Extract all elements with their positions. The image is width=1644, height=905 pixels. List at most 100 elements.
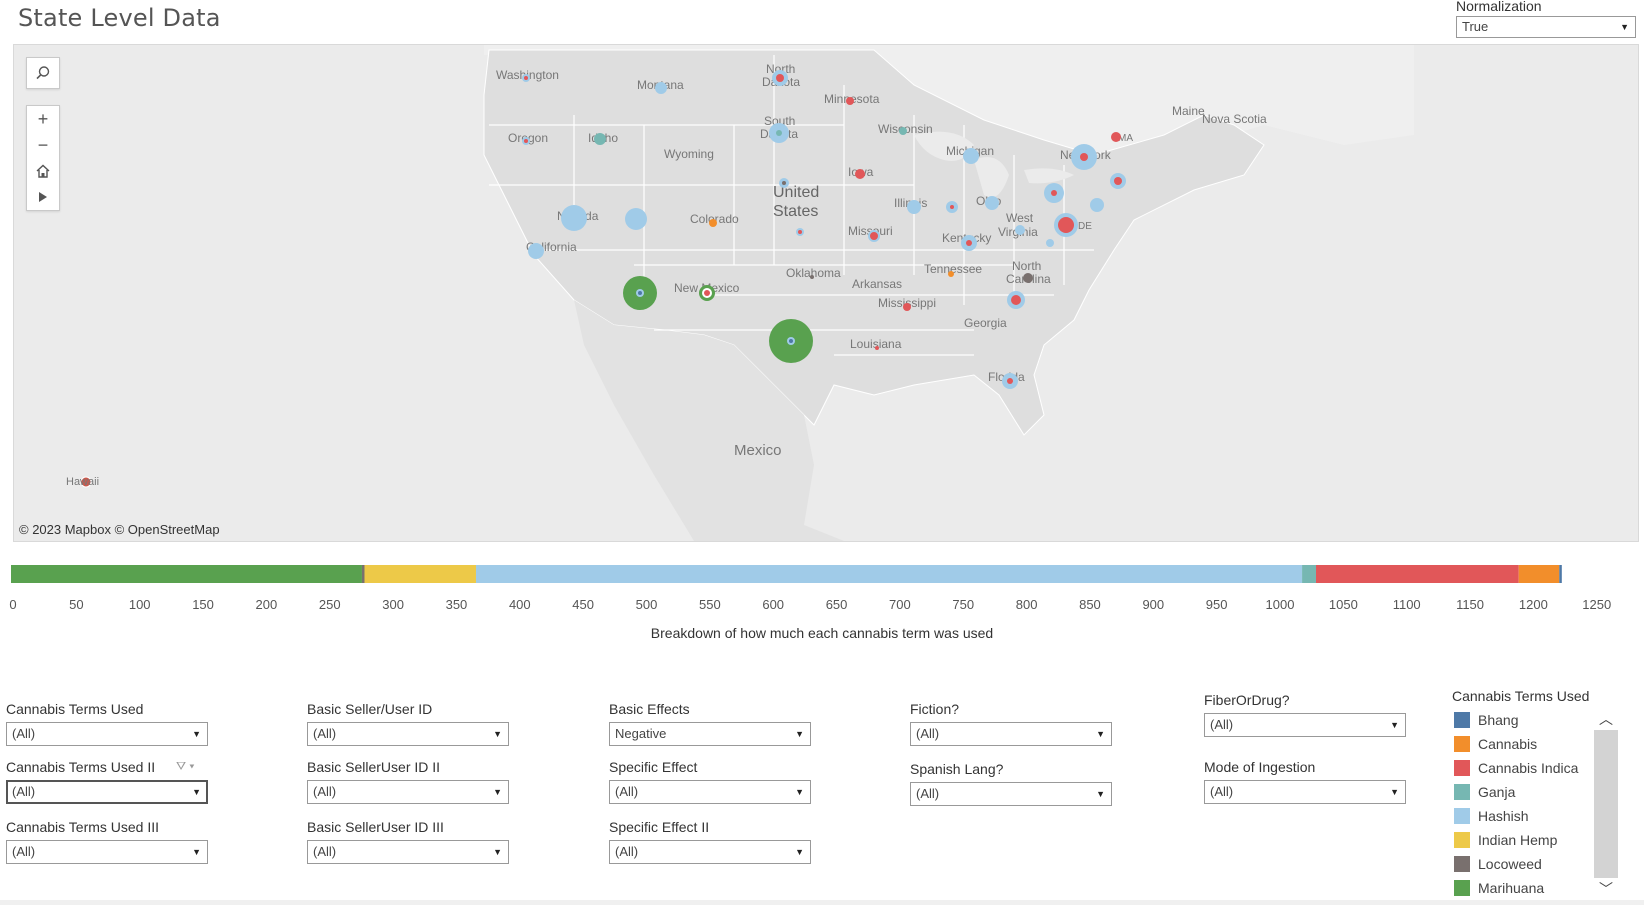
filter-dropdown[interactable]: (All) ▼ (307, 840, 509, 864)
minus-icon[interactable]: − (37, 134, 49, 155)
filter-value: (All) (1210, 717, 1234, 732)
legend-item[interactable]: Hashish (1452, 804, 1592, 828)
filter-funnel-icon[interactable]: ⛛ ▾ (176, 759, 195, 773)
breakdown-axis-title: Breakdown of how much each cannabis term… (650, 625, 994, 641)
label-colorado: Colorado (690, 212, 739, 226)
axis-tick: 450 (572, 597, 594, 612)
label-maine: Maine (1172, 104, 1205, 118)
chevron-down-icon[interactable]: ﹀ (1599, 881, 1613, 897)
axis-tick: 250 (318, 597, 341, 612)
chevron-up-icon[interactable]: ︿ (1599, 711, 1613, 727)
home-icon[interactable] (27, 158, 59, 184)
filter-value: (All) (12, 726, 36, 741)
filter-value: (All) (615, 784, 639, 799)
legend-item[interactable]: Marihuana (1452, 876, 1592, 900)
filter-label: Specific Effect (609, 759, 698, 775)
legend-item[interactable]: Cannabis (1452, 732, 1592, 756)
filter-dropdown[interactable]: (All) ▼ (6, 780, 208, 804)
map-controls: + − (26, 57, 60, 211)
search-control[interactable] (26, 57, 60, 89)
chevron-down-icon: ▼ (1096, 729, 1105, 739)
legend-swatch (1454, 832, 1470, 848)
legend-label: Cannabis (1478, 736, 1538, 752)
plus-icon[interactable]: + (37, 108, 49, 129)
legend-swatch (1454, 856, 1470, 872)
axis-tick: 300 (382, 597, 404, 612)
state-map[interactable]: Washington Montana North Dakota Minnesot… (13, 44, 1639, 542)
filter-value: Negative (615, 726, 667, 741)
filter-label: Cannabis Terms Used (6, 701, 144, 717)
filter-value: (All) (313, 844, 337, 859)
filter-dropdown[interactable]: (All) ▼ (1204, 780, 1406, 804)
bar-segment-cannabis[interactable] (1518, 565, 1560, 583)
filter-value: (All) (12, 784, 36, 799)
normalization-value: True (1462, 19, 1489, 34)
chevron-down-icon: ▼ (1390, 787, 1399, 797)
filter-value: (All) (12, 844, 36, 859)
legend: Bhang Cannabis Cannabis Indica Ganja Hashish… (1452, 708, 1592, 900)
filter-value: (All) (1210, 784, 1234, 799)
axis-tick: 1100 (1392, 597, 1421, 612)
axis-tick: 950 (1205, 597, 1228, 612)
filter-dropdown[interactable]: (All) ▼ (6, 840, 208, 864)
normalization-dropdown[interactable]: True ▼ (1456, 16, 1636, 38)
filter-dropdown[interactable]: (All) ▼ (307, 722, 509, 746)
axis-tick: 200 (255, 597, 278, 612)
label-united: United (773, 184, 819, 201)
filter-value: (All) (916, 726, 940, 741)
legend-swatch (1454, 784, 1470, 800)
filter-label: Spanish Lang? (910, 761, 1004, 777)
scroll-thumb[interactable] (1594, 730, 1618, 878)
legend-item[interactable]: Locoweed (1452, 852, 1592, 876)
breakdown-bar[interactable] (11, 563, 1631, 585)
bar-segment-ganja[interactable] (1302, 565, 1317, 583)
filter-dropdown[interactable]: (All) ▼ (6, 722, 208, 746)
legend-swatch (1454, 880, 1470, 896)
chevron-down-icon: ▼ (795, 847, 804, 857)
filter-value: (All) (313, 726, 337, 741)
map-attribution[interactable]: © 2023 Mapbox © OpenStreetMap (19, 522, 220, 537)
bar-segment-hashish[interactable] (475, 565, 1303, 583)
play-icon[interactable] (27, 184, 59, 210)
filter-value: (All) (313, 784, 337, 799)
filter-dropdown[interactable]: Negative ▼ (609, 722, 811, 746)
legend-label: Bhang (1478, 712, 1519, 728)
legend-item[interactable]: Ganja (1452, 780, 1592, 804)
legend-item[interactable]: Indian Hemp (1452, 828, 1592, 852)
chevron-down-icon: ▼ (192, 847, 201, 857)
page-title: State Level Data (18, 4, 221, 32)
axis-tick: 1000 (1265, 597, 1295, 612)
search-icon (36, 66, 50, 80)
bar-segment-cannabis-indica[interactable] (1316, 565, 1519, 583)
filter-label: Mode of Ingestion (1204, 759, 1316, 775)
label-de: DE (1078, 221, 1092, 232)
filter-dropdown[interactable]: (All) ▼ (609, 780, 811, 804)
filter-dropdown[interactable]: (All) ▼ (910, 782, 1112, 806)
axis-tick: 750 (952, 597, 975, 612)
bar-segment-indian-hemp[interactable] (364, 565, 476, 583)
legend-item[interactable]: Bhang (1452, 708, 1592, 732)
legend-item[interactable]: Cannabis Indica (1452, 756, 1592, 780)
label-hawaii: Hawaii (66, 476, 99, 488)
bar-segment-bhang[interactable] (1559, 565, 1562, 583)
label-mississippi: Mississippi (878, 296, 936, 310)
label-missouri: Missouri (848, 224, 893, 238)
chevron-down-icon: ▼ (1390, 720, 1399, 730)
filter-dropdown[interactable]: (All) ▼ (910, 722, 1112, 746)
chevron-down-icon: ▼ (192, 729, 201, 739)
legend-label: Ganja (1478, 784, 1516, 800)
bar-segment-locoweed[interactable] (361, 565, 365, 583)
legend-label: Indian Hemp (1478, 832, 1558, 848)
legend-scrollbar[interactable]: ︿ ﹀ (1594, 708, 1618, 902)
filter-dropdown[interactable]: (All) ▼ (307, 780, 509, 804)
filter-dropdown[interactable]: (All) ▼ (1204, 713, 1406, 737)
filter-label: Basic SellerUser ID II (307, 759, 441, 775)
zoom-controls: + − (26, 105, 60, 211)
axis-tick: 900 (1142, 597, 1165, 612)
bar-segment-marihuana[interactable] (11, 565, 362, 583)
filter-label: Fiction? (910, 701, 960, 717)
filter-dropdown[interactable]: (All) ▼ (609, 840, 811, 864)
axis-tick: 500 (635, 597, 658, 612)
label-north: North (1012, 259, 1041, 273)
normalization-label: Normalization (1456, 0, 1542, 14)
